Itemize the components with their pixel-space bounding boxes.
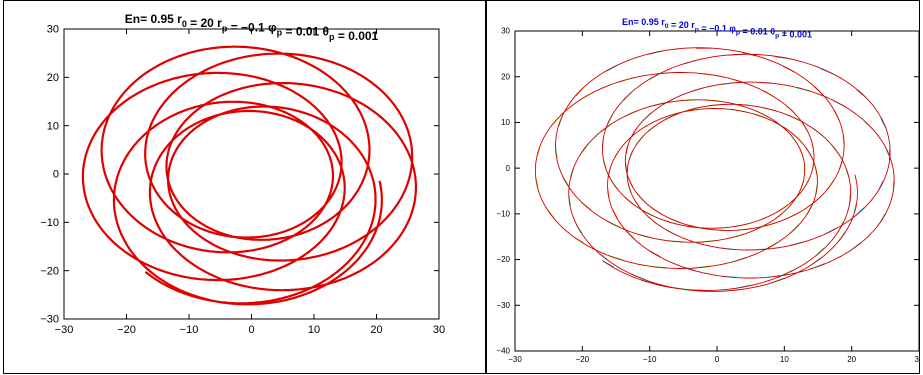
y-tick-label: 30 [47, 24, 59, 36]
x-tick-label: 30 [915, 355, 919, 364]
y-tick-label: −10 [40, 217, 59, 229]
orbit-line [534, 47, 895, 292]
y-tick-label: −20 [40, 265, 59, 277]
x-tick-label: −30 [55, 324, 74, 336]
axes-box [514, 30, 919, 352]
y-tick-label: 20 [47, 72, 59, 84]
y-tick-label: 0 [53, 169, 59, 181]
axes-box [63, 28, 440, 320]
x-tick-label: −10 [643, 355, 657, 364]
x-tick-label: 0 [715, 355, 720, 364]
left-chart: −30 −20 −10 0 10 20 30 −30 −20 −10 0 10 20 30 En= 0.95… [40, 12, 445, 336]
y-tick-label: 10 [501, 118, 510, 127]
x-tick-label: −20 [576, 355, 590, 364]
chart-title: En= 0.95 r0 = 20 rp = −0.1 φp = 0.01 θp … [125, 12, 379, 43]
y-tick-label: 10 [47, 120, 59, 132]
x-tick-label: 30 [433, 324, 445, 336]
y-tick-label: 30 [501, 27, 510, 36]
x-tick-label: −10 [180, 324, 199, 336]
x-tick-label: 20 [847, 355, 856, 364]
y-tick-label: −30 [40, 314, 59, 326]
x-tick-label: 10 [780, 355, 789, 364]
chart-title: En= 0.95 r0 = 20 rp = −0.1 φp = 0.01 θp … [622, 17, 812, 40]
y-tick-label: 20 [501, 72, 510, 81]
x-tick-label: −20 [117, 324, 136, 336]
x-tick-label: 20 [370, 324, 382, 336]
y-tick-label: −10 [496, 210, 510, 219]
orbit-line [81, 45, 417, 306]
quiver-arrows [535, 47, 894, 292]
left-chart-panel: −30 −20 −10 0 10 20 30 −30 −20 −10 0 10 20 30 En= 0.95… [3, 0, 486, 374]
x-tick-label: 0 [248, 324, 254, 336]
y-tick-label: −20 [496, 255, 510, 264]
x-tick-label: 10 [308, 324, 320, 336]
y-tick-label: −30 [496, 301, 510, 310]
y-tick-label: −40 [496, 347, 510, 356]
x-tick-label: −30 [508, 355, 522, 364]
y-tick-label: 0 [506, 164, 511, 173]
